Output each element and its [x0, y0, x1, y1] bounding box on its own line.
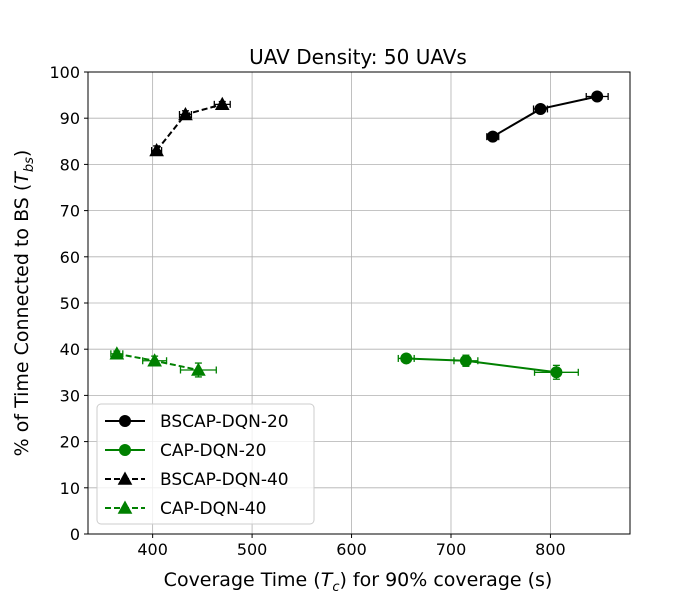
y-axis-label-main: % of Time Connected to BS ( — [11, 184, 33, 457]
axis-ticks: 400 500 600 700 800 0 10 20 30 40 50 60 70 80 90 100 — [49, 63, 565, 559]
y-axis-label: % of Time Connected to BS (Tbs) — [11, 150, 37, 457]
data-point — [178, 106, 193, 121]
data-point — [459, 354, 472, 367]
data-point — [147, 353, 162, 367]
y-tick-label: 80 — [60, 155, 80, 174]
y-axis-label-tail: ) — [11, 150, 33, 157]
x-axis-label-subscript: c — [332, 580, 339, 595]
x-axis-label-symbol: T — [321, 569, 334, 591]
legend-label: CAP-DQN-20 — [160, 441, 266, 461]
y-tick-label: 90 — [60, 109, 80, 128]
data-point — [486, 130, 499, 143]
x-axis-label-tail: ) for 90% coverage (s) — [339, 569, 552, 591]
series-line — [155, 103, 223, 152]
y-tick-label: 50 — [60, 294, 80, 313]
y-tick-label: 0 — [70, 525, 80, 544]
legend-label: BSCAP-DQN-40 — [160, 470, 289, 490]
x-axis-label-main: Coverage Time ( — [164, 569, 321, 591]
legend-box — [96, 403, 315, 525]
data-point — [591, 90, 604, 103]
x-tick-label: 400 — [137, 540, 168, 559]
series-line — [492, 95, 598, 138]
legend-marker — [117, 500, 133, 514]
legend-label: CAP-DQN-40 — [160, 499, 266, 519]
data-point — [149, 143, 164, 157]
series-bscap-dqn-40 — [149, 96, 231, 157]
y-tick-label: 20 — [60, 433, 80, 452]
x-tick-label: 800 — [535, 540, 566, 559]
y-tick-label: 40 — [60, 340, 80, 359]
y-tick-label: 70 — [60, 202, 80, 221]
legend-marker — [117, 471, 133, 485]
legend-entries: BSCAP-DQN-20 CAP-DQN-20 BSCAP-DQN-40 CAP-DQ… — [105, 412, 289, 519]
series-cap-dqn-40 — [109, 346, 217, 378]
legend-marker — [119, 444, 131, 456]
y-tick-label: 30 — [60, 386, 80, 405]
legend: BSCAP-DQN-20 CAP-DQN-20 BSCAP-DQN-40 CAP-DQ… — [96, 403, 315, 525]
chart-title: UAV Density: 50 UAVs — [249, 45, 467, 69]
data-point — [534, 102, 547, 115]
y-tick-label: 100 — [49, 63, 80, 82]
y-axis-label-symbol: T — [11, 171, 33, 184]
x-axis-label: Coverage Time (Tc) for 90% coverage (s) — [164, 569, 553, 595]
x-tick-label: 500 — [237, 540, 268, 559]
series-bscap-dqn-20 — [486, 90, 609, 143]
series-cap-dqn-20 — [397, 352, 579, 380]
legend-label: BSCAP-DQN-20 — [160, 412, 289, 432]
plot-series — [109, 90, 609, 380]
data-point — [214, 96, 230, 111]
legend-marker — [119, 415, 131, 427]
x-tick-label: 700 — [436, 540, 467, 559]
data-point — [109, 346, 125, 360]
data-point — [191, 362, 206, 376]
y-tick-label: 60 — [60, 248, 80, 267]
data-point — [400, 352, 413, 365]
data-point — [550, 366, 563, 379]
y-tick-label: 10 — [60, 479, 80, 498]
y-axis-label-subscript: bs — [22, 157, 37, 172]
x-tick-label: 600 — [336, 540, 367, 559]
